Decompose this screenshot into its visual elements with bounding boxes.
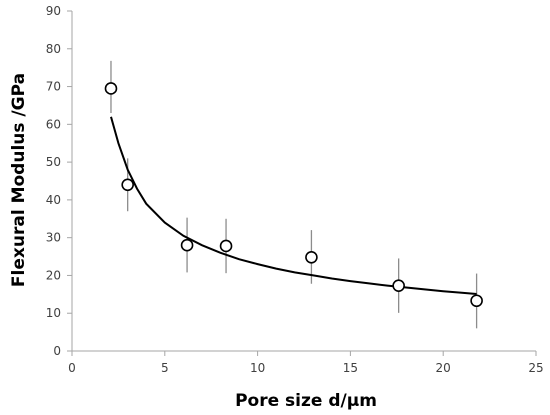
y-tick-label: 60: [46, 117, 61, 131]
y-tick-label: 10: [46, 306, 61, 320]
axes: [67, 10, 537, 356]
fit-curve: [110, 116, 477, 295]
y-tick-label: 30: [46, 231, 61, 245]
x-tick-label: 10: [250, 361, 265, 375]
data-point: [392, 279, 405, 292]
data-point: [470, 294, 483, 308]
y-tick-label: 70: [46, 80, 61, 94]
data-point: [180, 238, 194, 252]
data-point: [104, 82, 118, 95]
data-point: [305, 251, 318, 264]
x-tick-label: 25: [528, 361, 543, 375]
x-tick-label: 20: [436, 361, 451, 375]
x-tick-label: 15: [343, 361, 358, 375]
y-tick-label: 90: [46, 4, 61, 18]
data-point: [219, 239, 233, 253]
y-tick-label: 80: [46, 42, 61, 56]
y-tick-label: 20: [46, 268, 61, 282]
fit-curve-line: [110, 116, 477, 295]
y-tick-label: 0: [53, 344, 61, 358]
y-tick-labels: 0 10 20 30 40 50 60 70 80 90: [46, 4, 61, 358]
x-tick-label: 5: [161, 361, 169, 375]
data-points: [104, 82, 483, 308]
y-axis-title: Flexural Modulus /GPa: [9, 73, 29, 287]
y-tick-label: 50: [46, 155, 61, 169]
x-tick-label: 0: [68, 361, 76, 375]
y-tick-label: 40: [46, 193, 61, 207]
data-point: [121, 178, 134, 192]
x-tick-labels: 0 5 10 15 20 25: [68, 361, 543, 375]
x-axis-title: Pore size d/µm: [235, 391, 377, 411]
